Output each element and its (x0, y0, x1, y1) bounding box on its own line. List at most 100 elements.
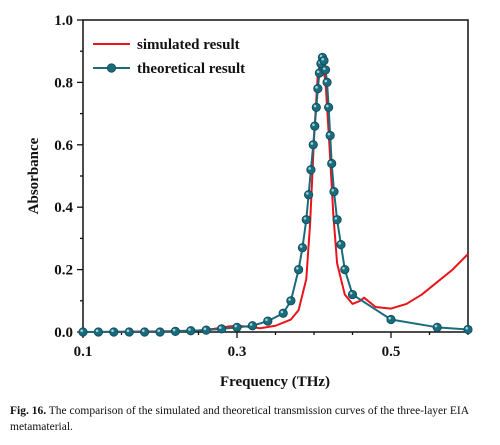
data-point-highlight (172, 328, 176, 332)
data-point (386, 314, 396, 325)
data-point-highlight (434, 324, 438, 328)
data-point-highlight (465, 326, 469, 330)
y-tick-label: 0.6 (54, 138, 73, 154)
data-point-highlight (342, 267, 345, 270)
y-tick-label: 1.0 (54, 13, 73, 29)
data-point-highlight (142, 329, 145, 333)
data-point-highlight (338, 242, 341, 245)
data-point (109, 327, 119, 337)
data-point (78, 327, 88, 337)
y-tick-label: 0.0 (54, 325, 73, 341)
data-point-highlight (249, 323, 253, 326)
chart: 0.1 0.3 0.5 0.0 0.2 0.4 0.6 0.8 1.0 Frequency (… (26, 13, 473, 390)
data-point (324, 102, 334, 112)
data-point-highlight (321, 57, 325, 61)
caption-label: Fig. 16. (10, 405, 47, 417)
data-point-highlight (316, 70, 320, 74)
data-point-highlight (310, 142, 314, 145)
data-point-highlight (313, 104, 317, 108)
x-tick-label: 0.5 (382, 344, 401, 360)
x-axis-ticks: 0.1 0.3 0.5 (74, 332, 469, 360)
data-point (320, 65, 331, 75)
data-point (327, 158, 337, 169)
data-point (301, 215, 311, 225)
data-point-highlight (288, 298, 291, 301)
y-axis-ticks: 0.0 0.2 0.4 0.6 0.8 1.0 (54, 13, 83, 341)
data-point (329, 187, 339, 197)
data-point-highlight (327, 132, 331, 136)
data-point-highlight (312, 123, 315, 127)
data-point (186, 326, 196, 336)
legend: simulated result theoretical result (93, 37, 245, 77)
data-point-highlight (306, 192, 309, 195)
data-point (217, 324, 227, 334)
data-point-highlight (308, 167, 311, 170)
data-point (432, 322, 442, 332)
data-point-highlight (296, 267, 299, 270)
data-point-highlight (111, 329, 114, 333)
data-point-highlight (334, 217, 338, 220)
data-point (170, 326, 180, 336)
data-point (232, 322, 242, 332)
data-point-highlight (322, 67, 326, 70)
legend-label: simulated result (137, 37, 240, 53)
data-point-highlight (388, 316, 392, 320)
data-point (322, 77, 332, 88)
data-point-highlight (234, 324, 237, 328)
caption-text: The comparison of the simulated and theo… (10, 405, 469, 433)
data-point (308, 140, 318, 150)
y-tick-label: 0.4 (54, 200, 73, 216)
data-point-highlight (303, 217, 307, 220)
data-point (201, 325, 211, 335)
data-point-highlight (95, 329, 99, 333)
data-point-highlight (203, 327, 207, 331)
data-point-highlight (80, 329, 83, 333)
data-point-highlight (157, 329, 160, 333)
data-point-highlight (331, 189, 335, 192)
x-tick-label: 0.3 (228, 344, 247, 360)
data-point (340, 264, 350, 275)
data-point (336, 240, 346, 250)
data-point (297, 243, 308, 253)
data-point-highlight (324, 79, 328, 83)
data-point (332, 215, 342, 225)
series-line-theoretical (83, 56, 469, 333)
data-point (278, 308, 288, 318)
data-point-highlight (329, 160, 332, 164)
data-point (325, 130, 335, 141)
series-layer (78, 52, 473, 337)
y-axis-label: Absorbance (26, 137, 42, 214)
data-point (263, 316, 273, 326)
series-line-simulated (82, 56, 469, 333)
data-point (311, 102, 321, 112)
data-point-highlight (349, 291, 353, 295)
data-point-highlight (315, 86, 318, 89)
data-point-highlight (280, 310, 284, 314)
legend-marker (106, 63, 117, 73)
data-point (463, 324, 473, 335)
data-point (140, 327, 150, 337)
y-tick-label: 0.8 (54, 75, 73, 91)
data-point (247, 321, 257, 331)
data-point (124, 327, 134, 337)
x-tick-label: 0.1 (74, 344, 93, 360)
x-axis-label: Frequency (THz) (220, 374, 330, 390)
data-point (155, 327, 165, 337)
data-point (347, 289, 358, 300)
figure-caption: Fig. 16. The comparison of the simulated… (10, 403, 480, 435)
data-point-highlight (299, 245, 303, 248)
data-point-highlight (219, 326, 222, 329)
data-point (304, 190, 314, 200)
data-point-highlight (126, 329, 130, 333)
data-point (286, 296, 296, 306)
data-point (310, 121, 320, 131)
data-point-highlight (326, 104, 329, 108)
data-point (313, 84, 323, 94)
data-point (293, 264, 304, 275)
legend-label: theoretical result (137, 61, 245, 77)
data-point (319, 55, 329, 66)
data-point-highlight (188, 328, 191, 331)
y-tick-label: 0.2 (54, 263, 73, 279)
data-point (93, 327, 104, 337)
data-point-highlight (265, 318, 268, 322)
